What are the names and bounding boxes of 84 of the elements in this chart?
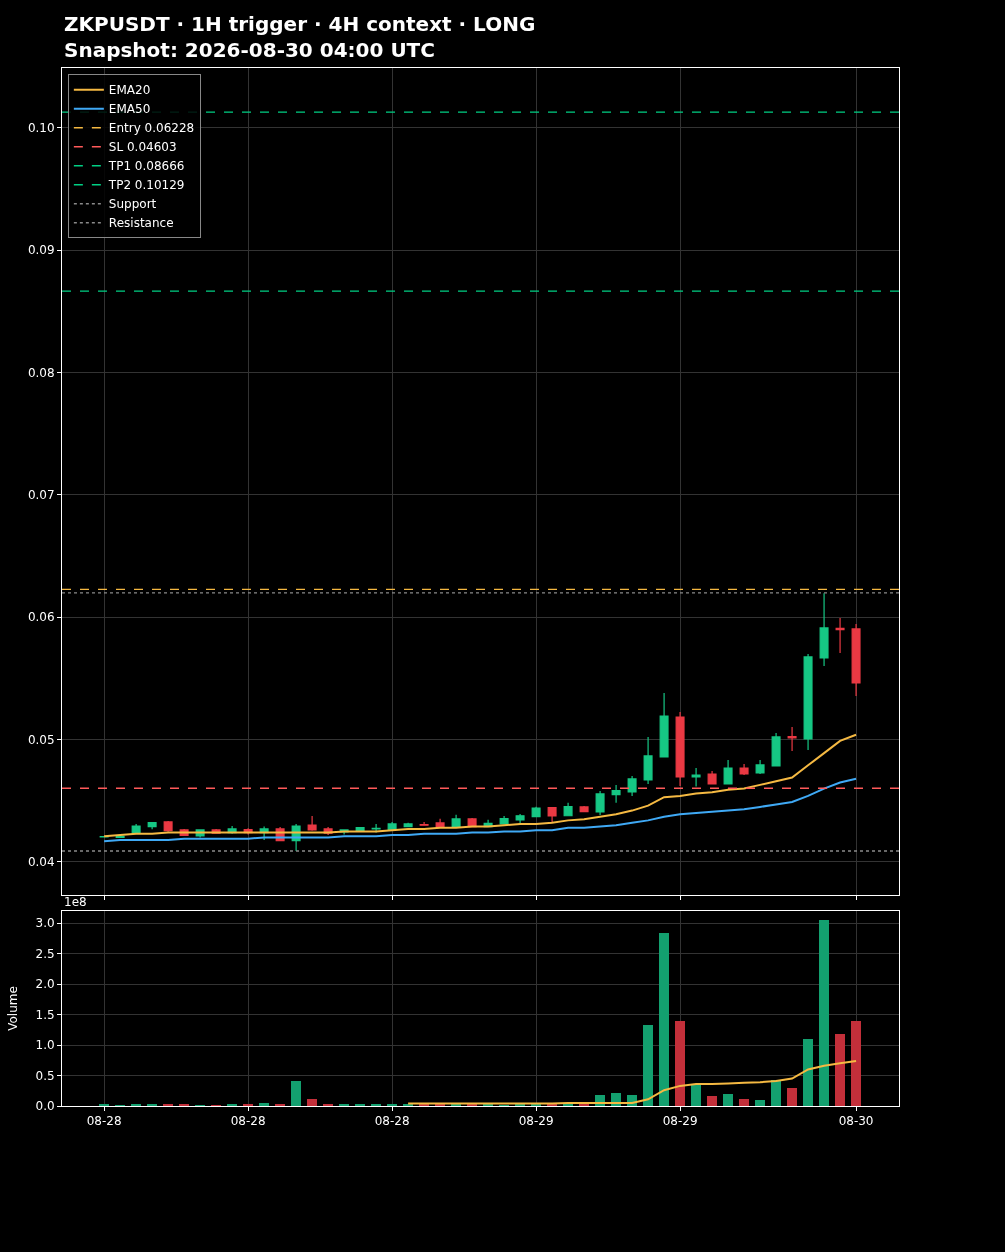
candlestick	[547, 807, 557, 823]
y-tick-label: 0.08	[27, 365, 55, 380]
candlestick	[563, 802, 573, 817]
candlestick	[803, 653, 813, 751]
bar	[787, 1088, 797, 1106]
legend-label: Entry 0.06228	[108, 121, 195, 136]
bar	[723, 1094, 733, 1106]
chart-title: ZKPUSDT · 1H trigger · 4H context · LONG	[64, 12, 536, 36]
legend-label: Support	[108, 197, 157, 212]
y-tick-label: 2.5	[35, 946, 55, 961]
candlestick	[835, 617, 845, 654]
candlestick	[595, 790, 605, 816]
bar	[803, 1039, 813, 1106]
y-tick-label: 1.5	[35, 1007, 55, 1022]
candlestick	[451, 814, 461, 828]
bar	[291, 1081, 301, 1106]
candlestick	[611, 784, 621, 804]
bar	[675, 1021, 685, 1106]
legend-label: TP2 0.10129	[107, 178, 185, 193]
x-tick-label: 08-28	[374, 1114, 410, 1129]
bar	[755, 1100, 765, 1106]
bar	[307, 1099, 317, 1106]
candlestick	[531, 806, 541, 818]
y-tick-label: 0.05	[27, 732, 55, 747]
x-tick-label: 08-30	[838, 1114, 874, 1129]
candlestick	[131, 823, 141, 834]
candlestick	[627, 775, 637, 797]
line-series	[103, 733, 858, 838]
x-tick-label: 08-28	[230, 1114, 266, 1129]
candlestick	[435, 818, 445, 829]
y-tick-label: 0.07	[27, 488, 55, 503]
bar	[643, 1025, 653, 1106]
y-axis-title: Volume	[5, 986, 20, 1031]
candlestick	[403, 822, 413, 828]
candlestick	[419, 821, 429, 827]
candlestick	[147, 821, 157, 830]
y-tick-label: 0.09	[27, 243, 55, 258]
candlestick	[515, 813, 525, 824]
candlestick	[371, 823, 381, 834]
candlestick	[163, 820, 173, 833]
legend-label: EMA20	[108, 83, 151, 98]
bar	[819, 920, 829, 1106]
bar	[691, 1085, 701, 1106]
candlestick	[787, 726, 797, 752]
candlestick	[307, 815, 317, 832]
y-tick-label: 0.06	[27, 610, 55, 625]
y-tick-label: 2.0	[35, 977, 55, 992]
y-tick-label: 0.5	[35, 1068, 55, 1083]
y-tick-label: 1.0	[35, 1038, 55, 1053]
text: 1e8	[64, 895, 87, 909]
bar	[707, 1096, 717, 1106]
candlestick	[499, 815, 509, 825]
candlestick	[755, 759, 765, 775]
candlestick	[851, 623, 861, 697]
line-series	[407, 1059, 858, 1105]
chart-subtitle: Snapshot: 2026-08-30 04:00 UTC	[64, 38, 435, 62]
y-tick-label: 0.0	[35, 1099, 55, 1114]
candlestick	[691, 767, 701, 788]
candlestick	[819, 592, 829, 667]
candlestick	[579, 805, 589, 813]
x-tick-label: 08-28	[86, 1114, 122, 1129]
bar	[851, 1021, 861, 1106]
candlestick	[643, 736, 653, 785]
line-series	[103, 777, 858, 843]
y-tick-label: 0.04	[27, 855, 55, 870]
candlestick	[707, 770, 717, 785]
bar	[259, 1103, 269, 1106]
bar	[739, 1099, 749, 1106]
x-tick-label: 08-29	[662, 1114, 698, 1129]
bar	[835, 1034, 845, 1106]
bar	[659, 933, 669, 1106]
candlestick	[659, 692, 669, 758]
candlestick	[771, 732, 781, 767]
candlestick	[675, 711, 685, 787]
legend-label: SL 0.04603	[108, 140, 177, 155]
bar	[771, 1080, 781, 1106]
legend-label: TP1 0.08666	[107, 159, 185, 174]
candlestick	[723, 759, 733, 785]
candlestick	[739, 763, 749, 776]
legend-label: Resistance	[108, 216, 174, 231]
legend-label: EMA50	[108, 102, 151, 117]
y-tick-label: 3.0	[35, 916, 55, 931]
x-tick-label: 08-29	[518, 1114, 554, 1129]
y-tick-label: 0.10	[27, 121, 55, 136]
